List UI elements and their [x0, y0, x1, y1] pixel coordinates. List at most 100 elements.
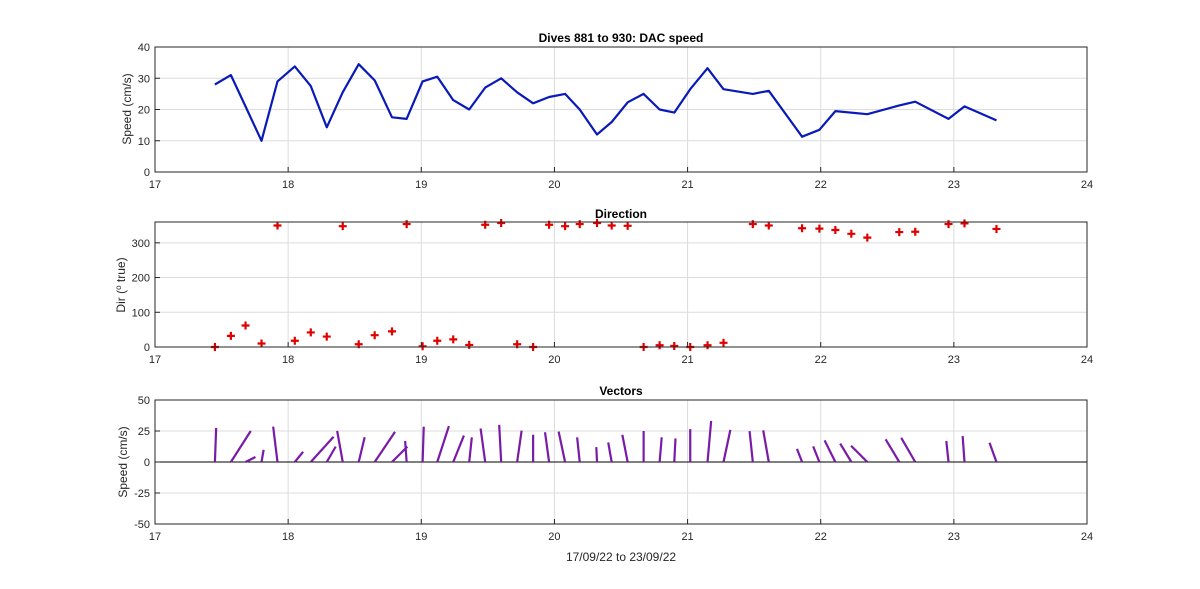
plot-area: [155, 222, 1087, 347]
x-tick-label: 20: [548, 179, 560, 191]
current-vector: [452, 435, 465, 463]
y-tick-label: 25: [138, 426, 150, 438]
direction-y-axis-label: Dir (o true): [114, 257, 128, 312]
speed-panel-title: Dives 881 to 930: DAC speed: [539, 31, 704, 45]
direction-marker: [748, 220, 757, 229]
x-tick-label: 23: [948, 531, 960, 543]
direction-marker: [387, 327, 396, 336]
direction-marker: [719, 338, 728, 347]
y-tick-label: 10: [138, 136, 150, 148]
direction-marker: [322, 332, 331, 341]
y-tick-label: 100: [132, 307, 150, 319]
current-vector: [357, 436, 366, 463]
y-tick-label: 0: [144, 342, 150, 354]
direction-marker: [593, 219, 602, 228]
direction-marker: [257, 339, 266, 348]
x-tick-label: 21: [681, 531, 693, 543]
direction-marker: [992, 224, 1001, 233]
y-tick-label: 20: [138, 105, 150, 117]
x-tick-label: 19: [415, 531, 427, 543]
current-vector: [722, 429, 732, 463]
current-vector: [621, 434, 629, 463]
speed-y-axis-label: Speed (cm/s): [120, 73, 134, 144]
direction-marker: [703, 341, 712, 350]
current-vector: [436, 425, 450, 463]
current-vector: [823, 439, 837, 463]
degree-superscript: o: [114, 285, 123, 290]
vectors-y-axis-label: Speed (cm/s): [116, 426, 130, 497]
x-tick-label: 18: [282, 531, 294, 543]
current-vector: [213, 427, 218, 463]
current-vector: [557, 431, 567, 463]
direction-marker: [944, 220, 953, 229]
current-vector: [272, 426, 279, 463]
direction-panel: Direction Dir (o true) 17 18 19 20 21 22 23 24 0…: [114, 207, 1093, 366]
current-vector: [945, 440, 950, 463]
speed-series-line: [214, 63, 997, 142]
x-tick-label: 22: [815, 354, 827, 366]
x-tick-label: 17: [149, 531, 161, 543]
current-vector: [812, 445, 821, 463]
direction-marker: [831, 225, 840, 234]
direction-marker: [465, 340, 474, 349]
x-tick-label: 24: [1081, 531, 1093, 543]
direction-marker: [370, 331, 379, 340]
x-tick-label: 20: [548, 354, 560, 366]
direction-marker: [670, 341, 679, 350]
x-tick-label: 23: [948, 354, 960, 366]
direction-marker: [338, 222, 347, 231]
y-tick-label: -25: [134, 488, 150, 500]
direction-marker: [863, 233, 872, 242]
direction-marker: [306, 328, 315, 337]
current-vector: [884, 438, 901, 463]
direction-marker: [418, 342, 427, 351]
direction-marker: [561, 222, 570, 231]
direction-marker: [623, 221, 632, 230]
x-tick-label: 20: [548, 531, 560, 543]
direction-panel-title: Direction: [595, 207, 647, 221]
y-tick-label: 0: [144, 167, 150, 179]
y-tick-label: 300: [132, 238, 150, 250]
current-vector: [762, 430, 770, 463]
direction-marker: [764, 221, 773, 230]
direction-marker: [241, 321, 250, 330]
direction-marker: [847, 229, 856, 238]
x-tick-label: 21: [681, 179, 693, 191]
current-vector: [468, 437, 473, 463]
current-vector: [421, 426, 425, 463]
direction-marker: [273, 221, 282, 230]
direction-marker: [575, 220, 584, 229]
current-vector: [595, 447, 599, 463]
current-vector: [673, 438, 677, 463]
current-vector: [839, 442, 853, 463]
current-vector: [245, 456, 256, 463]
y-tick-label: 0: [144, 457, 150, 469]
current-vector: [795, 448, 804, 463]
x-tick-label: 18: [282, 179, 294, 191]
vectors-panel-title: Vectors: [599, 384, 643, 398]
direction-marker: [433, 336, 442, 345]
current-vector: [576, 437, 581, 463]
x-tick-label: 18: [282, 354, 294, 366]
direction-marker: [655, 341, 664, 350]
current-vector: [961, 436, 966, 463]
x-tick-label: 17: [149, 354, 161, 366]
x-tick-label: 19: [415, 179, 427, 191]
x-tick-label: 23: [948, 179, 960, 191]
direction-marker: [960, 219, 969, 228]
direction-marker: [911, 227, 920, 236]
current-vector: [850, 444, 869, 463]
current-vector: [479, 428, 487, 463]
current-vector: [336, 430, 344, 463]
x-tick-label: 19: [415, 354, 427, 366]
y-tick-label: 30: [138, 73, 150, 85]
y-tick-label: -50: [134, 519, 150, 531]
direction-marker: [895, 228, 904, 237]
current-vector: [229, 430, 252, 463]
current-vector: [309, 435, 335, 463]
x-tick-label: 17: [149, 179, 161, 191]
current-vector: [373, 431, 396, 463]
direction-marker: [798, 224, 807, 233]
x-tick-label: 24: [1081, 354, 1093, 366]
